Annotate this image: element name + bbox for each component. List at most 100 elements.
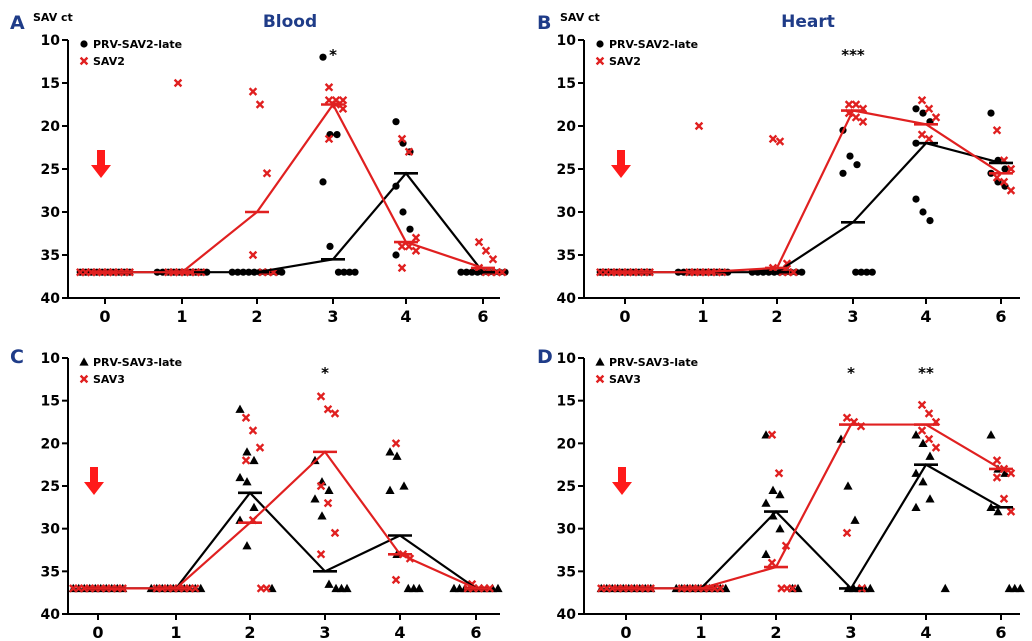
data-point	[911, 502, 921, 512]
x-tick-label: 6	[470, 623, 481, 641]
data-point	[925, 451, 935, 460]
data-point	[404, 147, 414, 157]
data-point	[1000, 468, 1010, 477]
y-tick-label: 15	[557, 76, 576, 92]
legend-label: PRV-SAV3-late	[93, 356, 182, 369]
x-tick-label: 1	[695, 623, 706, 641]
legend-label: PRV-SAV3-late	[609, 356, 698, 369]
data-point	[316, 392, 326, 401]
legend-marker	[79, 357, 89, 366]
data-point	[1015, 583, 1025, 593]
significance-label: *	[321, 364, 329, 382]
y-tick-label: 20	[557, 436, 577, 452]
data-point	[1001, 165, 1009, 173]
data-point	[775, 489, 785, 499]
data-point	[992, 173, 1002, 182]
data-point	[850, 515, 860, 524]
data-point	[986, 430, 996, 439]
data-point	[993, 507, 1003, 516]
y-tick-label: 10	[41, 33, 61, 49]
y-tick-label: 10	[557, 351, 577, 367]
legend-marker	[595, 357, 605, 366]
data-point	[255, 100, 265, 109]
x-tick-label: 4	[920, 307, 931, 326]
data-point	[917, 95, 927, 105]
data-point	[774, 468, 784, 478]
data-point	[931, 443, 941, 452]
x-tick-label: 0	[619, 307, 630, 326]
y-tick-label: 40	[41, 291, 61, 307]
y-tick-label: 20	[557, 119, 577, 135]
data-point	[481, 246, 491, 255]
data-point	[924, 409, 934, 418]
data-point	[931, 113, 941, 122]
panel-letter: C	[10, 346, 24, 368]
panel-title: Blood	[263, 12, 317, 32]
data-point	[235, 404, 245, 413]
data-point	[333, 131, 341, 139]
data-point	[316, 550, 326, 559]
panel-letter: D	[537, 346, 553, 368]
panel-letter: A	[10, 12, 25, 34]
mean-line	[105, 102, 484, 274]
data-point	[857, 268, 865, 276]
significance-label: *	[847, 364, 855, 382]
data-point	[924, 104, 934, 114]
data-point	[761, 430, 771, 439]
data-point	[399, 481, 409, 490]
x-tick-label: 6	[995, 623, 1006, 641]
data-point	[248, 250, 258, 260]
data-point	[310, 494, 320, 503]
y-axis-label: SAV ct	[33, 11, 73, 24]
data-point	[919, 208, 927, 216]
data-point	[323, 404, 333, 414]
mean-line	[625, 109, 1002, 274]
y-tick-label: 35	[41, 248, 60, 264]
x-tick-label: 2	[251, 307, 262, 326]
legend-label: SAV3	[609, 373, 641, 386]
x-tick-label: 4	[394, 623, 405, 641]
y-tick-label: 25	[41, 162, 60, 178]
data-point	[319, 178, 327, 186]
data-point	[917, 400, 927, 410]
legend-label: SAV2	[609, 55, 641, 68]
data-point	[242, 477, 252, 486]
arrow-down-icon	[612, 467, 632, 495]
data-point	[406, 225, 414, 233]
data-point	[191, 584, 200, 593]
legend-marker	[596, 40, 604, 48]
data-point	[397, 242, 407, 251]
data-point	[330, 409, 340, 418]
y-tick-label: 15	[557, 394, 576, 410]
data-point	[987, 109, 995, 117]
x-tick-label: 2	[770, 623, 781, 641]
data-point	[278, 268, 286, 276]
data-point	[249, 455, 259, 465]
data-point	[694, 121, 704, 131]
data-point	[865, 583, 875, 593]
mean-line	[98, 491, 477, 590]
mean-line	[105, 171, 484, 274]
data-point	[462, 268, 471, 276]
data-point	[999, 494, 1009, 504]
data-point	[918, 477, 928, 486]
data-point	[493, 583, 503, 593]
legend-marker	[79, 374, 89, 384]
data-point	[248, 426, 258, 435]
x-tick-label: 4	[400, 307, 411, 326]
data-point	[912, 195, 920, 203]
data-point	[924, 434, 934, 444]
y-tick-label: 25	[557, 479, 576, 495]
y-tick-label: 10	[557, 33, 577, 49]
arrow-down-icon	[84, 467, 104, 495]
data-point	[768, 485, 778, 494]
data-point	[761, 549, 771, 558]
data-point	[918, 438, 928, 448]
panel-title: Heart	[781, 12, 835, 32]
y-tick-label: 35	[557, 248, 576, 264]
data-point	[392, 451, 402, 460]
y-tick-label: 40	[41, 607, 61, 623]
data-point	[385, 485, 395, 494]
legend-marker	[595, 56, 605, 66]
x-tick-label: 0	[99, 307, 110, 326]
